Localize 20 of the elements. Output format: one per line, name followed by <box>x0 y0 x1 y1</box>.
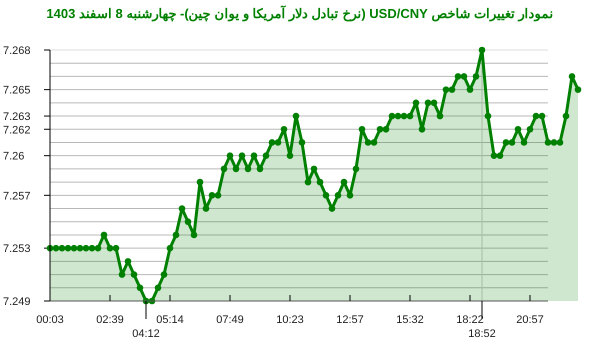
y-tick-label: 7.249 <box>3 296 31 308</box>
x-tick-label: 04:12 <box>132 328 160 340</box>
y-tick-label: 7.253 <box>3 243 31 256</box>
x-tick-label: 07:49 <box>216 314 244 326</box>
x-tick-label: 02:39 <box>96 314 124 326</box>
x-tick-label: 18:22 <box>456 314 484 326</box>
chart-title: نمودار تغییرات شاخص USD/CNY (نرخ تبادل دلار آمریکا و یوان چین)- چهارشنبه 8 اسفند 1403 <box>46 5 554 22</box>
x-tick-label: 12:57 <box>336 314 364 326</box>
y-tick-label: 7.263 <box>3 111 31 124</box>
y-tick-label: 7.257 <box>3 190 31 202</box>
x-tick-label: 18:52 <box>468 328 496 340</box>
x-tick-label: 15:32 <box>396 314 424 326</box>
y-tick-label: 7.265 <box>3 84 31 97</box>
x-tick-label: 10:23 <box>276 314 304 326</box>
y-tick-label: 7.26 <box>3 150 24 163</box>
y-tick-label: 7.262 <box>3 124 31 136</box>
y-tick-label: 7.268 <box>3 45 31 57</box>
x-tick-label: 00:03 <box>36 314 64 326</box>
x-tick-label: 20:57 <box>516 314 544 326</box>
x-tick-label: 05:14 <box>156 314 184 326</box>
